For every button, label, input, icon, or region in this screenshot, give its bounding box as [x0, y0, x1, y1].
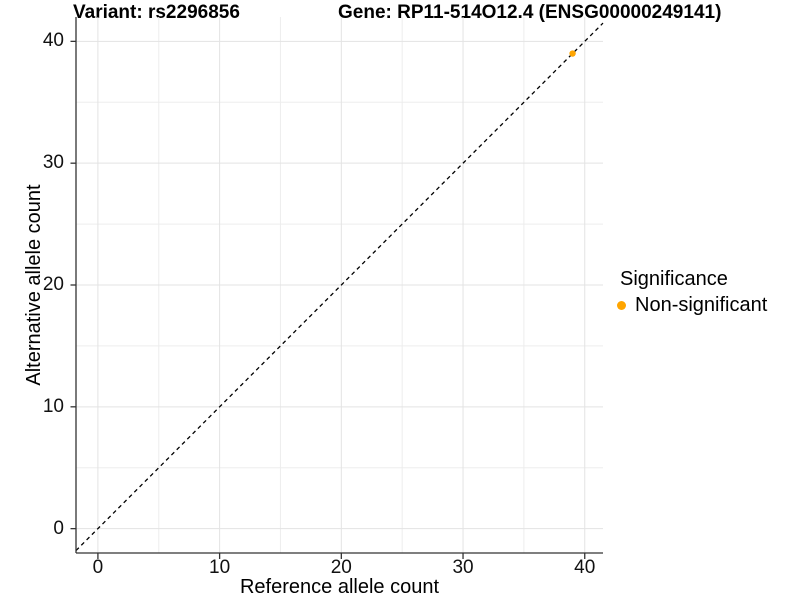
x-tick-label: 40 [574, 557, 596, 578]
legend-key-dot-icon [617, 301, 626, 310]
legend-title: Significance [620, 268, 728, 290]
legend-entry: Non-significant [615, 294, 767, 317]
y-tick-label: 10 [42, 395, 64, 417]
y-tick-label: 0 [53, 517, 64, 539]
plot-title-gene: Gene: RP11-514O12.4 (ENSG00000249141) [338, 2, 722, 23]
x-axis-title: Reference allele count [239, 576, 439, 598]
data-point [569, 50, 576, 57]
plot-title-variant: Variant: rs2296856 [73, 2, 240, 23]
x-tick-label: 10 [209, 557, 231, 578]
y-tick-label: 20 [42, 274, 64, 295]
y-tick-label: 40 [42, 30, 64, 52]
x-tick-label: 0 [92, 557, 104, 578]
y-tick-label: 30 [42, 152, 64, 174]
x-tick-label: 30 [452, 557, 474, 578]
legend: Significance Non-significant [615, 268, 767, 317]
legend-entry-label: Non-significant [635, 294, 768, 316]
x-tick-label: 20 [330, 557, 352, 578]
